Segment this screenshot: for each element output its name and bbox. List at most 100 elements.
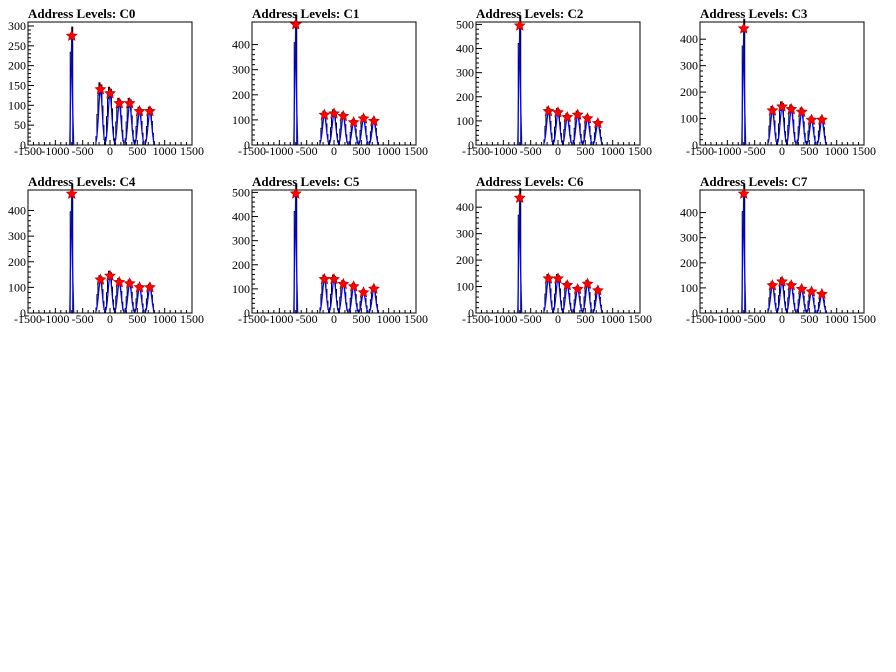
peak-marker <box>337 109 350 122</box>
peak-marker <box>561 111 574 123</box>
y-tick-label: 100 <box>680 112 698 126</box>
x-tick-label: -1500 <box>238 312 266 326</box>
y-tick-label: 400 <box>456 42 474 56</box>
x-tick-label: -1000 <box>265 312 293 326</box>
y-tick-label: 100 <box>232 282 250 296</box>
y-tick-label: 200 <box>680 85 698 99</box>
x-tick-label: -500 <box>296 312 318 326</box>
x-tick-label: 500 <box>576 312 594 326</box>
x-tick-label: 1500 <box>628 312 652 326</box>
x-tick-label: -500 <box>72 144 94 158</box>
x-tick-label: 1500 <box>404 144 428 158</box>
peak-marker <box>367 282 380 294</box>
peak-marker <box>328 273 340 285</box>
peak-marker <box>795 282 808 295</box>
x-tick-label: 1000 <box>601 144 625 158</box>
x-tick-label: 0 <box>779 144 785 158</box>
x-tick-label: -500 <box>744 144 766 158</box>
peak-marker <box>737 22 750 34</box>
x-tick-label: 1500 <box>180 144 204 158</box>
chart-title: Address Levels: C0 <box>28 6 135 21</box>
y-tick-label: 0 <box>692 138 698 152</box>
x-tick-label: 1500 <box>628 144 652 158</box>
chart-panel: Address Levels: C0 0 50 100 150 200 250 300 -150… <box>8 6 204 158</box>
y-tick-label: 0 <box>244 306 250 320</box>
y-tick-label: 100 <box>8 280 26 294</box>
chart-title: Address Levels: C6 <box>476 174 584 189</box>
peak-marker <box>65 187 78 199</box>
peak-marker <box>776 100 788 112</box>
peak-marker <box>337 277 350 290</box>
x-tick-label: -1500 <box>14 312 42 326</box>
peak-marker <box>113 97 126 109</box>
x-tick-label: 0 <box>331 144 337 158</box>
peak-marker <box>347 116 360 128</box>
peak-marker <box>785 103 798 115</box>
peak-marker <box>795 105 808 117</box>
y-tick-label: 500 <box>232 185 250 199</box>
y-tick-label: 300 <box>232 63 250 77</box>
x-tick-label: 0 <box>107 144 113 158</box>
x-tick-label: 0 <box>331 312 337 326</box>
y-tick-label: 300 <box>8 229 26 243</box>
y-tick-label: 150 <box>8 78 26 92</box>
chart-title: Address Levels: C5 <box>252 174 360 189</box>
chart-title: Address Levels: C7 <box>700 174 808 189</box>
peak-marker <box>766 104 779 116</box>
y-tick-label: 200 <box>456 253 474 267</box>
plot-frame <box>27 189 193 314</box>
x-tick-label: -1500 <box>238 144 266 158</box>
y-tick-label: 400 <box>680 32 698 46</box>
peak-marker <box>591 117 604 129</box>
peak-marker <box>805 113 818 125</box>
x-tick-label: -500 <box>296 144 318 158</box>
peak-marker <box>766 279 779 291</box>
peak-marker <box>289 187 302 199</box>
x-tick-label: 1000 <box>377 312 401 326</box>
y-tick-label: 0 <box>468 306 474 320</box>
peak-marker <box>542 272 555 284</box>
plot-frame <box>27 21 193 146</box>
peak-marker <box>367 114 380 127</box>
peak-marker <box>776 275 788 287</box>
peak-marker <box>143 105 156 117</box>
x-tick-label: 500 <box>800 312 818 326</box>
plot-frame <box>251 189 417 314</box>
x-tick-label: 500 <box>352 312 370 326</box>
y-tick-label: 200 <box>232 258 250 272</box>
peak-marker <box>805 285 818 297</box>
chart-title: Address Levels: C2 <box>476 6 583 21</box>
x-tick-label: 1500 <box>852 312 876 326</box>
x-tick-label: -1000 <box>41 312 69 326</box>
y-tick-label: 50 <box>14 118 26 132</box>
peak-marker <box>571 282 584 295</box>
x-tick-label: 500 <box>352 144 370 158</box>
x-tick-label: -1500 <box>686 144 714 158</box>
x-tick-label: 500 <box>128 144 146 158</box>
x-tick-label: 1000 <box>825 144 849 158</box>
chart-panel: Address Levels: C3 0 100 200 300 400 -1500 -100… <box>680 6 876 158</box>
x-tick-label: 1500 <box>180 312 204 326</box>
peak-marker <box>143 281 156 293</box>
x-tick-label: -1500 <box>686 312 714 326</box>
peak-marker <box>815 113 828 125</box>
chart-title: Address Levels: C1 <box>252 6 359 21</box>
chart-panel: Address Levels: C1 0 100 200 300 400 -1500 -100… <box>232 6 428 158</box>
peak-marker <box>581 112 594 124</box>
peak-marker <box>104 269 116 281</box>
peak-marker <box>552 272 564 284</box>
y-tick-label: 200 <box>456 90 474 104</box>
x-tick-label: 0 <box>779 312 785 326</box>
y-tick-label: 400 <box>232 210 250 224</box>
x-tick-label: 1000 <box>601 312 625 326</box>
y-tick-label: 300 <box>456 227 474 241</box>
x-tick-label: 0 <box>107 312 113 326</box>
y-tick-label: 250 <box>8 39 26 53</box>
y-tick-label: 200 <box>680 256 698 270</box>
y-tick-label: 400 <box>232 38 250 52</box>
chart-title: Address Levels: C3 <box>700 6 808 21</box>
x-tick-label: -1500 <box>462 312 490 326</box>
y-tick-label: 400 <box>680 206 698 220</box>
peak-marker <box>561 278 574 291</box>
